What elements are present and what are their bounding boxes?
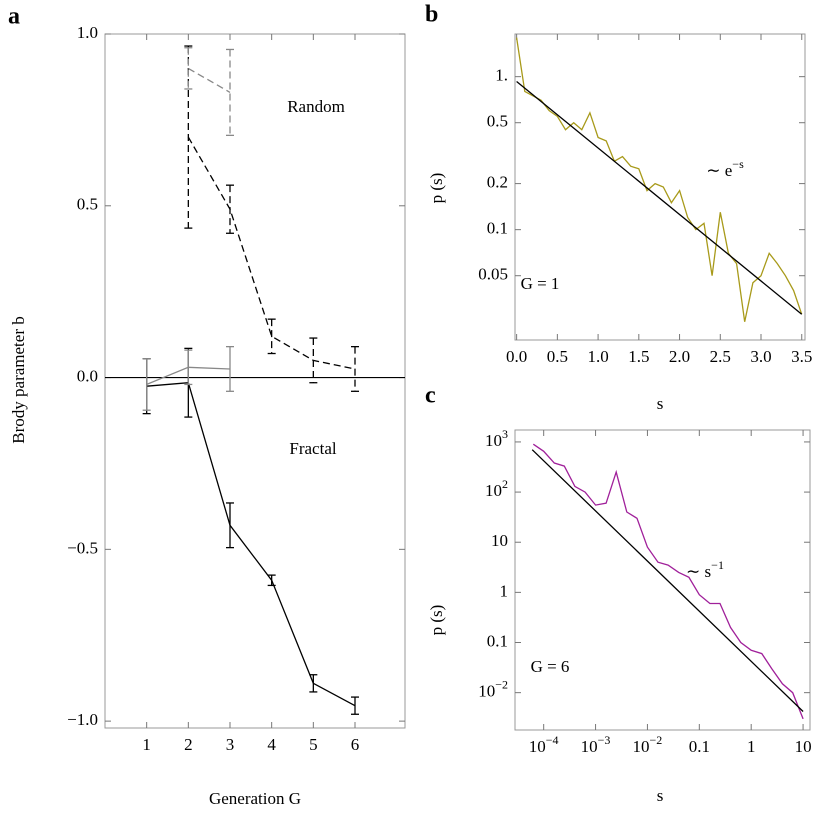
- x-tick-label: 1.5: [628, 347, 649, 366]
- annotation: ∼ s−1: [686, 558, 724, 581]
- x-tick-label: 3.5: [791, 347, 812, 366]
- x-tick-label: 1: [747, 737, 756, 756]
- x-tick-label-sup: −4: [546, 733, 559, 747]
- y-tick-label-sup: −2: [495, 677, 508, 691]
- y-tick-label: 103: [485, 427, 508, 450]
- frame: [514, 429, 811, 731]
- y-tick-label: 10: [491, 531, 508, 550]
- annotation: G = 1: [521, 274, 560, 293]
- x-tick-label: 1: [142, 735, 151, 754]
- x-tick-label-base: 10: [581, 737, 598, 756]
- y-tick-label: −0.5: [67, 538, 98, 557]
- y-tick-label: 1.0: [77, 23, 98, 42]
- y-tick-label: 0.2: [487, 172, 508, 191]
- x-tick-label: 5: [309, 735, 318, 754]
- frame: [514, 33, 806, 341]
- x-axis-label: Generation G: [209, 789, 301, 808]
- y-tick-label: 0.0: [77, 366, 98, 385]
- error-bar: [226, 345, 234, 392]
- x-tick-label: 0.1: [689, 737, 710, 756]
- annotation: G = 6: [531, 657, 570, 676]
- x-tick-label-base: 10: [529, 737, 546, 756]
- error-bar: [267, 318, 276, 355]
- x-tick-label: 10: [795, 737, 812, 756]
- x-tick-label: 10−4: [529, 733, 559, 756]
- annotation-base: ∼ e: [706, 161, 732, 180]
- y-tick-label-base: 10: [485, 481, 502, 500]
- x-tick-label-base: 10: [633, 737, 650, 756]
- error-bar: [351, 345, 359, 392]
- y-tick-label: 102: [485, 477, 508, 500]
- y-axis-label: Brody parameter b: [9, 316, 28, 443]
- x-tick-label: 1.0: [587, 347, 608, 366]
- series-line: [515, 37, 803, 322]
- panel-letter: c: [425, 383, 436, 409]
- y-tick-label-base: 10: [485, 431, 502, 450]
- error-bar: [226, 48, 234, 137]
- x-tick-label: 2.0: [669, 347, 690, 366]
- annotation-sup: −s: [732, 157, 744, 171]
- error-bar: [184, 349, 193, 386]
- error-bar: [351, 696, 359, 715]
- x-tick-label: 6: [351, 735, 360, 754]
- y-tick-label: 0.1: [487, 631, 508, 650]
- x-tick-label: 2: [184, 735, 193, 754]
- y-tick-label: 10−2: [478, 677, 508, 700]
- x-tick-label: 2.5: [710, 347, 731, 366]
- x-tick-label-sup: −3: [598, 733, 611, 747]
- x-tick-label: 3.0: [750, 347, 771, 366]
- y-tick-label: 1.: [495, 66, 508, 85]
- error-bar: [309, 674, 318, 693]
- y-tick-label: 0.5: [487, 112, 508, 131]
- error-bar: [184, 45, 193, 229]
- x-tick-label: 0.5: [547, 347, 568, 366]
- annotation-sup: −1: [711, 558, 724, 572]
- annotation: Fractal: [289, 439, 336, 458]
- error-bar: [226, 184, 234, 234]
- series-line: [531, 449, 804, 712]
- x-tick-label-sup: −2: [650, 733, 663, 747]
- series-line: [187, 136, 356, 370]
- error-bar: [309, 337, 318, 384]
- error-bar: [142, 358, 151, 411]
- y-tick-label: 1: [500, 581, 509, 600]
- y-axis-label: p (s): [427, 605, 446, 636]
- panel-letter: b: [425, 2, 438, 28]
- x-tick-label: 0.0: [506, 347, 527, 366]
- x-tick-label: 4: [267, 735, 276, 754]
- error-bar: [184, 47, 193, 90]
- y-axis-label: p (s): [427, 173, 446, 204]
- y-tick-label: 0.1: [487, 219, 508, 238]
- series-line: [532, 443, 804, 720]
- y-tick-label: 0.05: [478, 265, 508, 284]
- annotation: Random: [287, 97, 345, 116]
- x-axis-label: s: [657, 786, 664, 805]
- series-line: [146, 382, 356, 707]
- y-tick-label-base: 10: [478, 682, 495, 701]
- error-bar: [226, 502, 234, 549]
- error-bar: [267, 574, 276, 587]
- y-tick-label-sup: 2: [502, 477, 508, 491]
- y-tick-label: −1.0: [67, 710, 98, 729]
- annotation: ∼ e−s: [706, 157, 744, 180]
- x-tick-label: 3: [226, 735, 235, 754]
- series-line: [516, 80, 803, 315]
- y-tick-label: 0.5: [77, 195, 98, 214]
- panel-letter: a: [8, 4, 20, 30]
- annotation-base: ∼ s: [686, 562, 711, 581]
- frame: [104, 33, 406, 729]
- x-tick-label: 10−3: [581, 733, 611, 756]
- x-axis-label: s: [657, 394, 664, 413]
- y-tick-label-sup: 3: [502, 427, 508, 441]
- x-tick-label: 10−2: [633, 733, 663, 756]
- series-line: [187, 67, 231, 93]
